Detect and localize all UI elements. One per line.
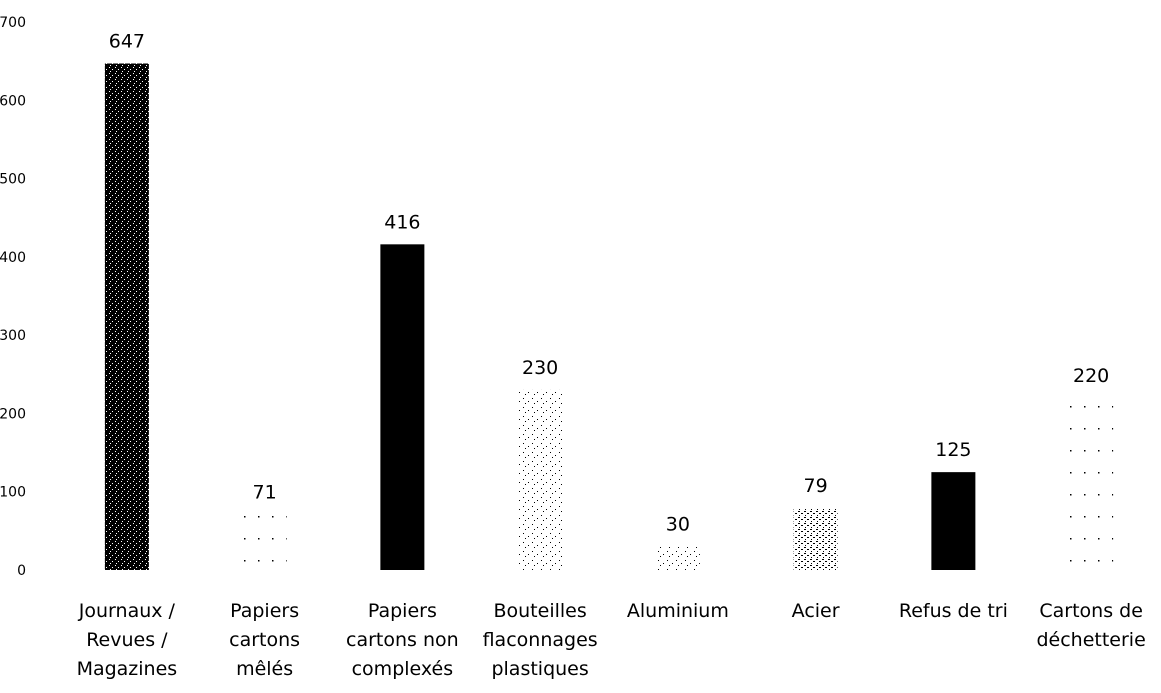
x-tick-label: Cartons de déchetterie xyxy=(1036,600,1145,651)
y-axis: 0 100 200 300 400 500 600 700 xyxy=(0,15,26,579)
x-tick-label: Papiers cartons non complexés xyxy=(346,600,459,680)
bars xyxy=(104,63,1114,571)
data-label: 647 xyxy=(109,30,145,52)
y-tick-label: 400 xyxy=(0,250,26,266)
y-tick-label: 0 xyxy=(17,563,26,579)
x-tick-label: Acier xyxy=(792,600,840,622)
x-tick-label: Aluminium xyxy=(627,600,729,622)
data-label: 30 xyxy=(666,514,690,536)
data-label: 125 xyxy=(935,439,971,461)
x-tick-label: Journaux / Revues / Magazines xyxy=(77,600,178,680)
data-label: 416 xyxy=(384,211,420,233)
x-tick-label: Refus de tri xyxy=(899,600,1008,622)
y-tick-label: 700 xyxy=(0,15,26,31)
data-label: 71 xyxy=(253,481,277,503)
y-tick-label: 200 xyxy=(0,406,26,422)
y-tick-label: 600 xyxy=(0,93,26,109)
bar xyxy=(793,508,838,570)
bar xyxy=(518,389,563,570)
bar xyxy=(931,472,976,570)
x-axis: Journaux / Revues / Magazines Papiers carton… xyxy=(77,600,1146,680)
x-tick-label: Bouteilles flaconnages plastiques xyxy=(483,600,598,680)
x-tick-label: Papiers cartons mêlés xyxy=(229,600,300,680)
y-tick-label: 500 xyxy=(0,172,26,188)
data-labels: 647 71 416 230 30 79 125 220 xyxy=(109,30,1110,535)
bar xyxy=(104,63,149,571)
y-tick-label: 300 xyxy=(0,328,26,344)
bar xyxy=(380,244,425,570)
bar xyxy=(1069,397,1114,570)
data-label: 230 xyxy=(522,357,558,379)
bar xyxy=(655,546,700,570)
data-label: 220 xyxy=(1073,365,1109,387)
bar xyxy=(242,514,287,570)
y-tick-label: 100 xyxy=(0,485,26,501)
data-label: 79 xyxy=(804,475,828,497)
